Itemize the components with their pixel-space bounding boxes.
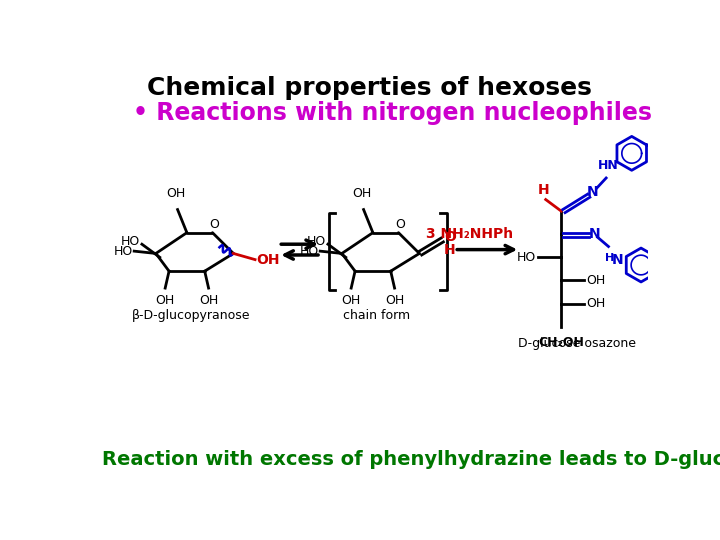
Text: OH: OH xyxy=(352,187,372,200)
Text: OH: OH xyxy=(586,297,606,310)
Text: OH: OH xyxy=(156,294,175,307)
Text: OH: OH xyxy=(166,187,186,200)
Text: HN: HN xyxy=(598,159,619,172)
Text: HO: HO xyxy=(113,245,132,258)
Text: CH₂OH: CH₂OH xyxy=(539,336,584,349)
Text: OH: OH xyxy=(199,294,218,307)
Text: OH: OH xyxy=(341,294,361,307)
Text: O: O xyxy=(395,219,405,232)
Text: chain form: chain form xyxy=(343,308,410,321)
Text: H: H xyxy=(606,253,615,264)
Text: 3 NH₂NHPh: 3 NH₂NHPh xyxy=(426,227,513,241)
Text: Reaction with excess of phenylhydrazine leads to D-glucose osazone: Reaction with excess of phenylhydrazine … xyxy=(102,449,720,469)
Text: O: O xyxy=(444,230,456,244)
Text: H: H xyxy=(444,242,456,256)
Text: OH: OH xyxy=(586,274,606,287)
Text: N: N xyxy=(589,227,600,241)
Text: HO: HO xyxy=(517,251,536,264)
Text: Chemical properties of hexoses: Chemical properties of hexoses xyxy=(147,76,591,100)
Text: β-D-glucopyranose: β-D-glucopyranose xyxy=(132,308,250,321)
Text: D-glucose osazone: D-glucose osazone xyxy=(518,337,636,350)
Text: OH: OH xyxy=(256,253,280,267)
Text: N: N xyxy=(588,185,599,199)
Text: HO: HO xyxy=(121,234,140,248)
Text: • Reactions with nitrogen nucleophiles: • Reactions with nitrogen nucleophiles xyxy=(132,100,652,125)
Text: N: N xyxy=(612,253,624,267)
Text: OH: OH xyxy=(385,294,404,307)
Text: HO: HO xyxy=(307,234,326,248)
Text: HO: HO xyxy=(300,245,319,258)
Text: H: H xyxy=(538,183,549,197)
Text: O: O xyxy=(209,219,219,232)
